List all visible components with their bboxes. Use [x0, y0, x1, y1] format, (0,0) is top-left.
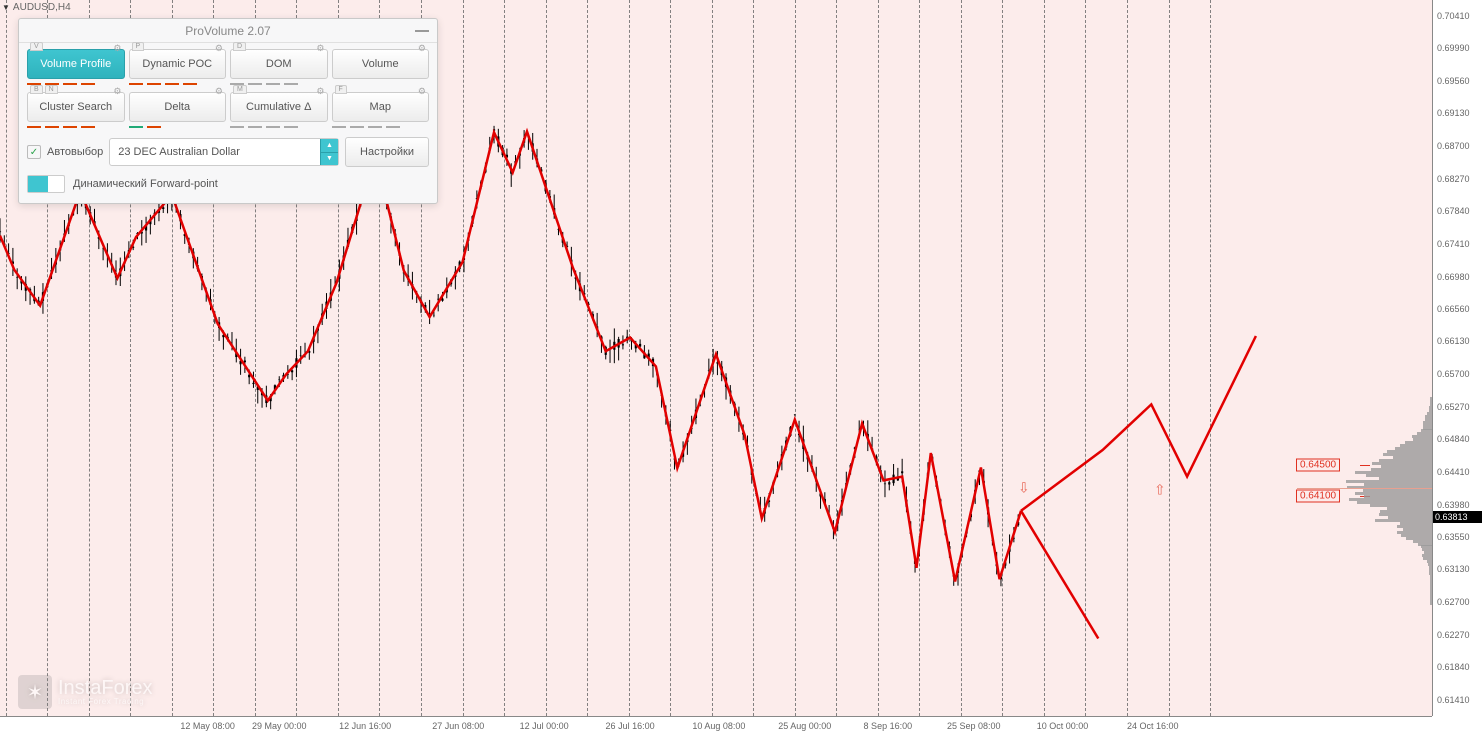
gear-icon[interactable]: ⚙: [316, 43, 324, 54]
provolume-panel: ProVolume 2.07 V⚙Volume ProfileP⚙Dynamic…: [18, 18, 438, 204]
panel-button[interactable]: Dynamic POC: [129, 49, 227, 79]
spinner-up-icon[interactable]: ▲: [321, 139, 338, 153]
symbol-label: AUDUSD,H4: [13, 2, 71, 13]
forward-point-toggle[interactable]: [27, 175, 65, 193]
watermark-logo-icon: ✶: [18, 675, 52, 709]
arrow-down-icon: ⇩: [1018, 479, 1030, 496]
watermark-name: InstaForex: [58, 678, 152, 698]
price-level-label: 0.64500: [1296, 459, 1340, 472]
gear-icon[interactable]: ⚙: [418, 86, 426, 97]
volume-profile: [1357, 0, 1432, 716]
forward-point-label: Динамический Forward-point: [73, 178, 218, 190]
panel-titlebar[interactable]: ProVolume 2.07: [19, 19, 437, 43]
spinner-down-icon[interactable]: ▼: [321, 153, 338, 166]
gear-icon[interactable]: ⚙: [215, 86, 223, 97]
panel-title: ProVolume 2.07: [185, 24, 270, 38]
gear-icon[interactable]: ⚙: [113, 86, 121, 97]
symbol-badge: ▼ AUDUSD,H4: [2, 2, 71, 13]
panel-button[interactable]: Cumulative Δ: [230, 92, 328, 122]
panel-button[interactable]: Volume: [332, 49, 430, 79]
chart-wrapper: ▼ AUDUSD,H4 0.64500 0.64100 ⇩ ⇧ 0.704100.6…: [0, 0, 1484, 741]
price-level-label: 0.64100: [1296, 489, 1340, 502]
current-price-badge: 0.63813: [1433, 511, 1482, 523]
panel-button[interactable]: Delta: [129, 92, 227, 122]
gear-icon[interactable]: ⚙: [316, 86, 324, 97]
autoselect-label: Автовыбор: [47, 146, 103, 158]
gear-icon[interactable]: ⚙: [418, 43, 426, 54]
gear-icon[interactable]: ⚙: [113, 43, 121, 54]
arrow-up-icon: ⇧: [1154, 482, 1166, 499]
y-axis: 0.704100.699900.695600.691300.687000.682…: [1432, 0, 1484, 716]
instrument-value: 23 DEC Australian Dollar: [118, 146, 240, 158]
panel-button[interactable]: DOM: [230, 49, 328, 79]
dropdown-triangle-icon[interactable]: ▼: [2, 3, 10, 12]
panel-button[interactable]: Map: [332, 92, 430, 122]
settings-button[interactable]: Настройки: [345, 137, 429, 167]
watermark: ✶ InstaForex Instant Forex Trading: [18, 675, 152, 709]
minimize-icon[interactable]: [415, 30, 429, 32]
x-axis: 12 May 08:0029 May 00:0012 Jun 16:0027 J…: [0, 716, 1432, 741]
gear-icon[interactable]: ⚙: [215, 43, 223, 54]
autoselect-checkbox[interactable]: ✓: [27, 145, 41, 159]
panel-button[interactable]: Volume Profile: [27, 49, 125, 79]
panel-button[interactable]: Cluster Search: [27, 92, 125, 122]
panel-body: V⚙Volume ProfileP⚙Dynamic POCD⚙DOM⚙Volum…: [19, 43, 437, 203]
instrument-selector[interactable]: 23 DEC Australian Dollar ▲ ▼: [109, 138, 339, 166]
watermark-tagline: Instant Forex Trading: [58, 698, 152, 706]
